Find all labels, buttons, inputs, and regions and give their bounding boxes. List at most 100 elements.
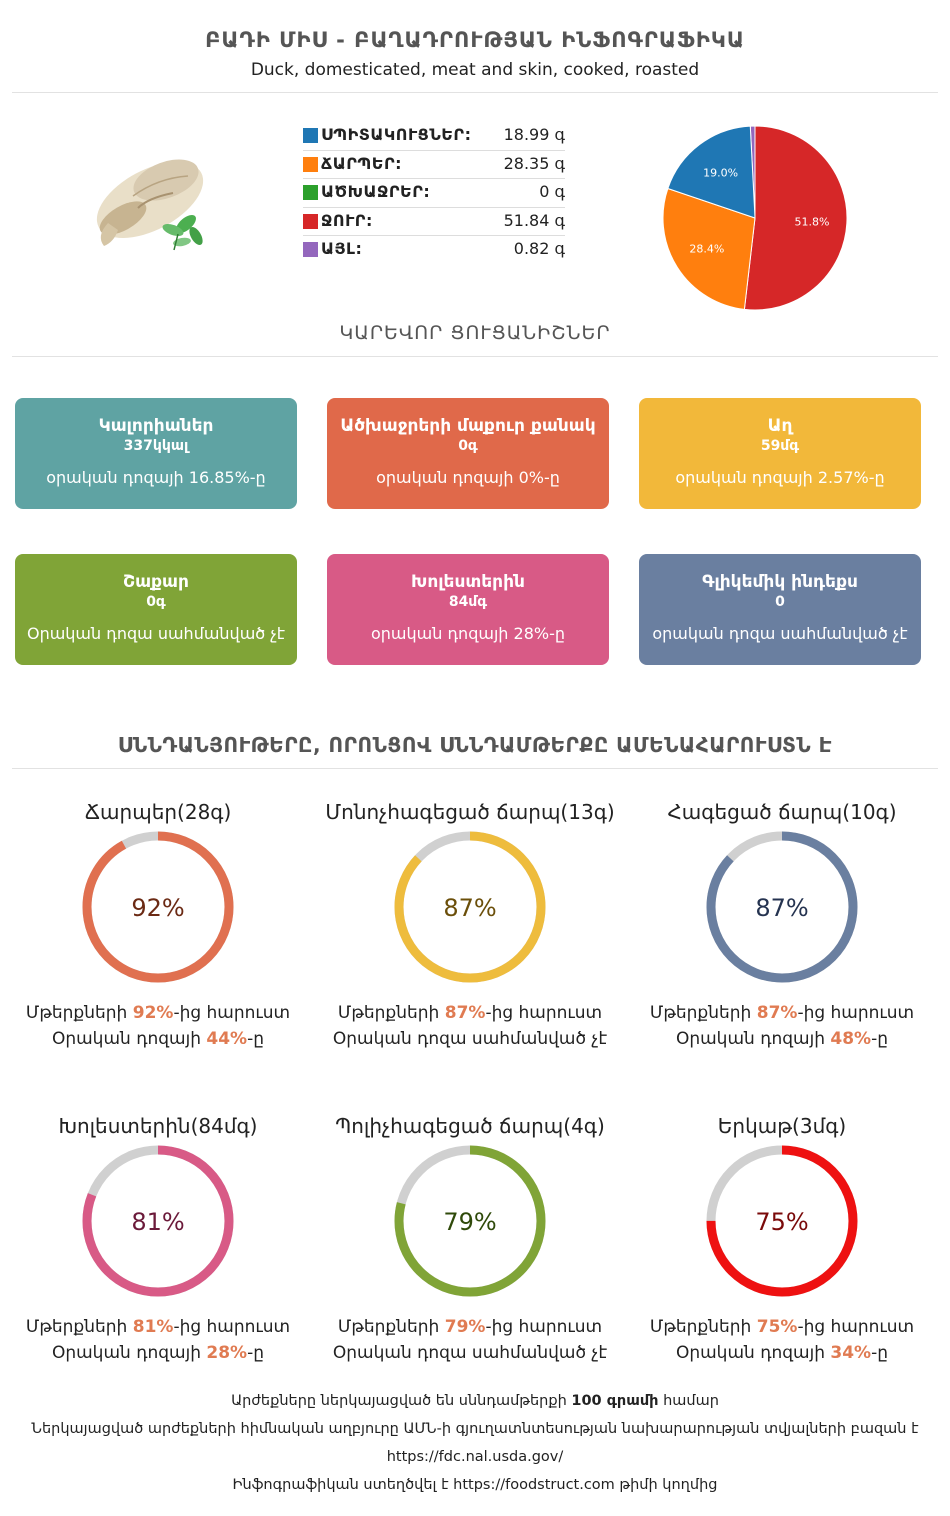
gauge-text: -ից հարուստ	[797, 1317, 915, 1337]
gauge-rich-line: Մթերքների 75%-ից հարուստ	[626, 1314, 938, 1340]
gauge-text: -ը	[247, 1343, 265, 1363]
macro-value: 0 գ	[539, 182, 565, 201]
gauge-rich-line: Մթերքների 87%-ից հարուստ	[626, 1000, 938, 1026]
footer-credit: Ինֆոգրաֆիկան ստեղծվել է https://foodstru…	[232, 1477, 718, 1493]
macro-value: 51.84 գ	[503, 210, 565, 230]
gauge-percent: 81%	[131, 1208, 184, 1236]
gauge-highlight: 87%	[444, 1003, 486, 1023]
footer-note: Արժեքները ներկայացված են սննդամթերքի 100…	[0, 1393, 950, 1409]
nutrient-gauge: Պոլիչհագեցած ճարպ(4գ) 79% Մթերքների 79%-ից…	[314, 1112, 626, 1366]
gauge-percent: 75%	[755, 1208, 808, 1236]
gauge-fill	[706, 1145, 858, 1297]
gauge-highlight: 81%	[132, 1317, 174, 1337]
indicator-card: Ածխաջրերի մաքուր քանակ 0գ օրական դոզայի 0%…	[327, 398, 609, 509]
card-title: Աղ	[767, 416, 793, 436]
gauge-percent: 92%	[131, 894, 184, 922]
indicator-card: Գլիկեմիկ ինդեքս 0 օրական դոզա սահմանված չէ	[639, 554, 921, 665]
indicator-card: Շաքար 0գ Օրական դոզա սահմանված չէ	[15, 554, 297, 665]
indicator-card: Խոլեստերին 84մգ օրական դոզայի 28%-ը	[327, 554, 609, 665]
card-note: օրական դոզայի 0%-ը	[376, 468, 560, 487]
gauge-daily-line: Օրական դոզայի 48%-ը	[626, 1026, 938, 1052]
gauge-text: Մթերքների	[25, 1317, 133, 1337]
gauge-rich-line: Մթերքների 92%-ից հարուստ	[2, 1000, 314, 1026]
macro-value: 18.99 գ	[503, 125, 565, 144]
gauge-ring: 75%	[706, 1145, 858, 1297]
legend-swatch	[303, 128, 318, 143]
gauge-fill	[394, 1145, 546, 1297]
gauge-title: Ճարպեր(28գ)	[84, 800, 232, 824]
gauge-text: Օրական դոզա սահմանված չէ	[332, 1029, 608, 1049]
gauge-text: Մթերքների	[25, 1003, 133, 1023]
gauge-text: -ը	[871, 1029, 889, 1049]
macro-row: ՋՈՒՐ: 51.84 գ	[303, 208, 565, 236]
gauge-daily-line: Օրական դոզայի 28%-ը	[2, 1340, 314, 1366]
macro-name: ՍՊԻՏԱԿՈՒՑՆԵՐ:	[321, 125, 472, 144]
card-note: Օրական դոզա սահմանված չէ	[26, 624, 286, 643]
card-value: 0գ	[146, 594, 166, 610]
card-note: օրական դոզայի 28%-ը	[371, 624, 565, 643]
footer-bold: 100 գրամի	[571, 1393, 659, 1409]
gauge-fill	[706, 831, 858, 983]
legend-swatch	[303, 242, 318, 257]
macro-name: ԱՅԼ:	[321, 239, 363, 258]
card-value: 0գ	[458, 438, 478, 454]
gauge-fill	[394, 831, 546, 983]
legend-swatch	[303, 185, 318, 200]
indicator-card: Աղ 59մգ օրական դոզայի 2.57%-ը	[639, 398, 921, 509]
key-indicators-title: ԿԱՐԵՎՈՐ ՑՈՒՑԱՆԻՇՆԵՐ	[339, 322, 611, 344]
gauge-percent: 87%	[443, 894, 496, 922]
card-title: Գլիկեմիկ ինդեքս	[702, 572, 858, 592]
gauge-ring: 87%	[706, 831, 858, 983]
gauge-percent: 87%	[755, 894, 808, 922]
pie-slice	[743, 125, 848, 311]
gauge-text: Մթերքների	[337, 1003, 445, 1023]
pie-slice-label: 28.4%	[689, 243, 724, 256]
card-title: Շաքար	[123, 572, 189, 592]
nutrient-gauge: Խոլեստերին(84մգ) 81% Մթերքների 81%-ից հարո…	[2, 1112, 314, 1366]
gauge-text: Մթերքների	[649, 1003, 757, 1023]
gauge-text: Օրական դոզայի	[675, 1029, 831, 1049]
footer-text: Արժեքները ներկայացված են սննդամթերքի	[231, 1393, 572, 1409]
gauge-text: -ը	[871, 1343, 889, 1363]
indicator-card: Կալորիաներ 337կկալ օրական դոզայի 16.85%-ը	[15, 398, 297, 509]
gauge-text: Օրական դոզայի	[51, 1029, 207, 1049]
pie-slice-label: 19.0%	[703, 167, 738, 180]
gauge-highlight: 75%	[756, 1317, 798, 1337]
card-title: Ածխաջրերի մաքուր քանակ	[340, 416, 596, 436]
gauge-percent: 79%	[443, 1208, 496, 1236]
gauge-fill	[82, 1145, 234, 1297]
rich-nutrients-title: ՍՆՆԴԱՆՅՈՒԹԵՐԸ, ՈՐՈՆՑՈՎ ՍՆՆԴԱՄԹԵՐՔԸ ԱՄԵՆԱ…	[117, 733, 833, 757]
gauge-title: Մոնոչհագեցած ճարպ(13գ)	[325, 800, 615, 824]
footer-text: համար	[658, 1393, 719, 1409]
gauge-text: -ից հարուստ	[485, 1003, 603, 1023]
gauge-text: -ից հարուստ	[485, 1317, 603, 1337]
macro-row: ԱԾԽԱՋՐԵՐ: 0 գ	[303, 179, 565, 208]
divider	[12, 92, 938, 93]
nutrient-gauge: Մոնոչհագեցած ճարպ(13գ) 87% Մթերքների 87%-ի…	[314, 798, 626, 1052]
gauge-text: Մթերքների	[337, 1317, 445, 1337]
pie-slice	[662, 187, 756, 310]
gauge-ring: 92%	[82, 831, 234, 983]
macro-row: ԱՅԼ: 0.82 գ	[303, 236, 565, 265]
gauge-text: -ից հարուստ	[173, 1003, 291, 1023]
macro-row: ՍՊԻՏԱԿՈՒՑՆԵՐ: 18.99 գ	[303, 122, 565, 151]
legend-swatch	[303, 213, 318, 229]
macro-name: ՋՈՒՐ:	[321, 210, 373, 230]
gauge-highlight: 87%	[756, 1003, 798, 1023]
gauge-title: Երկաթ(3մգ)	[717, 1114, 847, 1138]
gauge-text: Օրական դոզա սահմանված չէ	[332, 1343, 608, 1363]
footer-link[interactable]: https://fdc.nal.usda.gov/	[386, 1449, 564, 1465]
macro-name: ՃԱՐՊԵՐ:	[321, 153, 403, 173]
gauge-daily-line: Օրական դոզայի 34%-ը	[626, 1340, 938, 1366]
card-title: Կալորիաներ	[98, 416, 214, 436]
page-title: ԲԱԴԻ ՄԻՍ - ԲԱՂԱԴՐՈՒԹՅԱՆ ԻՆՖՈԳՐԱՖԻԿԱ	[205, 28, 745, 52]
gauge-text: Մթերքների	[649, 1317, 757, 1337]
gauge-highlight: 48%	[830, 1029, 872, 1049]
gauge-ring: 81%	[82, 1145, 234, 1297]
macro-name: ԱԾԽԱՋՐԵՐ:	[321, 182, 431, 201]
card-value: 59մգ	[760, 438, 800, 454]
macro-value: 28.35 գ	[503, 153, 565, 173]
card-value: 84մգ	[448, 594, 488, 610]
gauge-rich-line: Մթերքների 79%-ից հարուստ	[314, 1314, 626, 1340]
gauge-text: Օրական դոզայի	[675, 1343, 831, 1363]
